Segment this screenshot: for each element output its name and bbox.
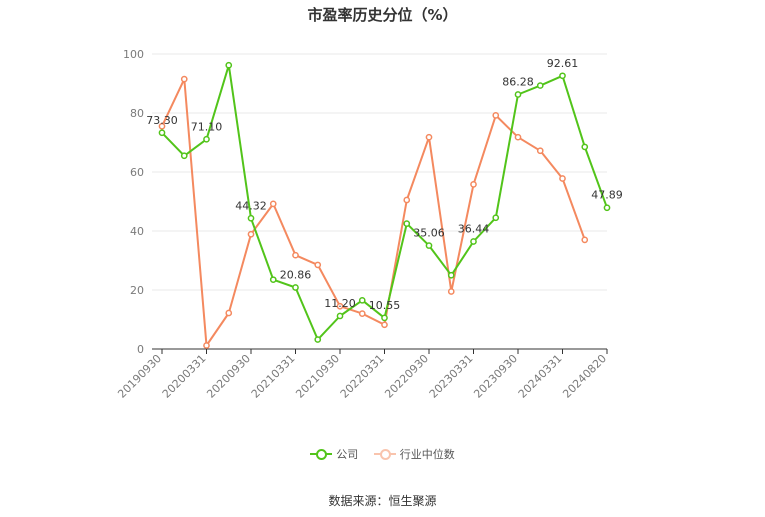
- x-tick-label: 20200930: [204, 352, 253, 401]
- x-tick-label: 20220331: [338, 352, 387, 401]
- data-point-0: [358, 296, 366, 304]
- data-label: 71.10: [191, 120, 223, 133]
- data-point-1: [536, 147, 544, 155]
- data-point-1: [358, 310, 366, 317]
- data-point-1: [492, 112, 500, 119]
- data-label: 44.32: [235, 199, 267, 212]
- legend-swatch-company: [310, 448, 333, 460]
- data-point-1: [314, 261, 322, 269]
- chart-title: 市盈率历史分位（%）: [307, 6, 458, 24]
- line-chart: 0204060801002019093020200331202009302021…: [115, 48, 623, 401]
- data-point-1: [180, 75, 188, 83]
- x-tick-label: 20200331: [160, 352, 209, 401]
- data-label: 10.55: [369, 299, 401, 312]
- data-point-1: [381, 321, 388, 329]
- axes: 0204060801002019093020200331202009302021…: [115, 48, 609, 401]
- y-tick-label: 0: [137, 343, 144, 356]
- data-point-1: [247, 230, 255, 238]
- data-point-1: [269, 200, 277, 208]
- data-point-0: [470, 238, 477, 245]
- data-label: 86.28: [502, 75, 534, 88]
- data-point-0: [269, 276, 277, 284]
- legend-item-company[interactable]: 公司: [310, 446, 358, 462]
- y-tick-label: 100: [123, 48, 144, 61]
- data-label: 73.30: [146, 114, 178, 127]
- data-point-0: [180, 152, 188, 160]
- data-point-0: [225, 61, 233, 69]
- data-point-0: [514, 91, 522, 98]
- data-point-0: [158, 129, 166, 137]
- data-source: 数据来源：恒生聚源: [328, 494, 437, 508]
- series-lines: [158, 61, 611, 349]
- data-point-0: [314, 336, 322, 343]
- data-point-1: [559, 175, 566, 182]
- data-point-1: [425, 133, 433, 141]
- legend-swatch-industry-median: [373, 448, 396, 460]
- legend-label-company: 公司: [336, 448, 359, 461]
- data-point-1: [403, 196, 411, 204]
- data-point-0: [492, 214, 500, 222]
- data-label: 47.89: [591, 189, 623, 202]
- data-point-0: [292, 284, 299, 291]
- data-label: 20.86: [280, 268, 312, 281]
- data-labels: 73.30 71.10 44.32 20.86 11.20 10.55 35.06 36.44…: [146, 57, 623, 312]
- data-point-1: [514, 133, 522, 141]
- data-point-1: [470, 181, 477, 188]
- x-tick-label: 20230930: [471, 352, 520, 401]
- data-point-1: [225, 309, 233, 317]
- data-point-1: [203, 342, 210, 349]
- x-tick-label: 20220930: [382, 352, 431, 401]
- data-point-0: [603, 204, 611, 212]
- data-point-0: [425, 242, 433, 249]
- data-label: 35.06: [413, 227, 445, 240]
- y-tick-label: 40: [130, 225, 144, 238]
- data-point-1: [447, 288, 455, 295]
- data-point-1: [158, 122, 166, 130]
- x-tick-label: 20240820: [560, 352, 609, 401]
- x-tick-label: 20190930: [115, 352, 164, 401]
- x-tick-label: 20240331: [516, 352, 565, 401]
- data-point-0: [447, 271, 455, 279]
- y-tick-label: 20: [130, 284, 144, 297]
- data-point-0: [403, 220, 411, 227]
- legend-label-industry-median: 行业中位数: [399, 448, 455, 461]
- legend: 公司 行业中位数: [0, 446, 765, 463]
- data-point-0: [581, 143, 589, 151]
- data-label: 11.20: [324, 297, 356, 310]
- y-tick-label: 60: [130, 166, 144, 179]
- data-point-1: [292, 251, 299, 259]
- grid-lines: [152, 53, 607, 291]
- data-point-0: [381, 314, 388, 322]
- x-tick-label: 20210930: [293, 352, 342, 401]
- data-point-0: [336, 312, 344, 320]
- legend-item-industry-median[interactable]: 行业中位数: [373, 446, 455, 462]
- data-point-1: [581, 236, 589, 244]
- data-label: 36.44: [458, 223, 490, 236]
- data-point-1: [336, 302, 344, 310]
- data-point-0: [536, 82, 544, 89]
- series-line-1: [161, 78, 586, 347]
- x-tick-label: 20230331: [427, 352, 476, 401]
- y-tick-label: 80: [130, 107, 144, 120]
- x-tick-label: 20210331: [249, 352, 298, 401]
- data-label: 92.61: [547, 57, 579, 70]
- data-point-0: [559, 72, 566, 80]
- data-point-0: [247, 214, 255, 222]
- data-point-0: [203, 135, 210, 143]
